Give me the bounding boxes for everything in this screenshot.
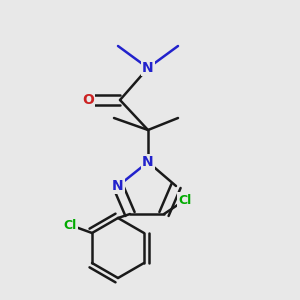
Text: O: O: [82, 93, 94, 107]
Text: N: N: [142, 61, 154, 75]
Text: Cl: Cl: [63, 218, 76, 232]
Text: Cl: Cl: [178, 194, 192, 206]
Text: N: N: [142, 155, 154, 169]
Text: N: N: [112, 179, 124, 193]
